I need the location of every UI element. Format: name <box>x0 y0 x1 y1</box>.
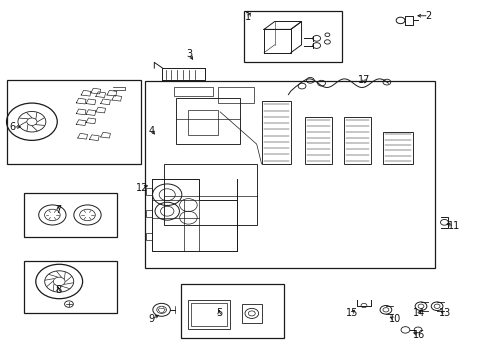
Text: 4: 4 <box>148 126 155 135</box>
Bar <box>163 164 256 225</box>
Bar <box>6 80 141 164</box>
Bar <box>24 261 117 313</box>
Text: 7: 7 <box>55 206 61 216</box>
Text: 11: 11 <box>447 221 459 231</box>
Bar <box>24 193 117 237</box>
Bar <box>242 304 261 323</box>
Text: 9: 9 <box>148 314 155 324</box>
Text: 8: 8 <box>55 285 61 296</box>
Text: 5: 5 <box>216 309 222 318</box>
Bar <box>217 87 254 103</box>
Bar <box>244 12 341 62</box>
Bar <box>188 300 229 329</box>
Bar <box>146 210 152 217</box>
Text: 14: 14 <box>412 309 425 318</box>
Text: 10: 10 <box>388 314 400 324</box>
Bar <box>383 132 412 164</box>
Bar <box>261 101 290 164</box>
Bar <box>146 233 152 240</box>
Bar <box>144 81 434 268</box>
Text: 6: 6 <box>10 122 16 132</box>
Bar <box>181 284 283 338</box>
Bar <box>146 188 152 195</box>
Bar <box>173 87 212 96</box>
Bar <box>344 117 370 164</box>
Text: 17: 17 <box>357 75 369 85</box>
Text: 12: 12 <box>136 183 148 193</box>
Text: 16: 16 <box>412 330 425 340</box>
Text: 15: 15 <box>345 309 357 318</box>
Bar <box>188 110 217 135</box>
Bar <box>305 117 331 164</box>
Bar <box>176 98 239 144</box>
Bar <box>191 303 226 326</box>
Text: 3: 3 <box>185 49 192 59</box>
Text: 2: 2 <box>425 11 431 21</box>
Text: 13: 13 <box>438 309 450 318</box>
Text: 1: 1 <box>245 12 251 22</box>
